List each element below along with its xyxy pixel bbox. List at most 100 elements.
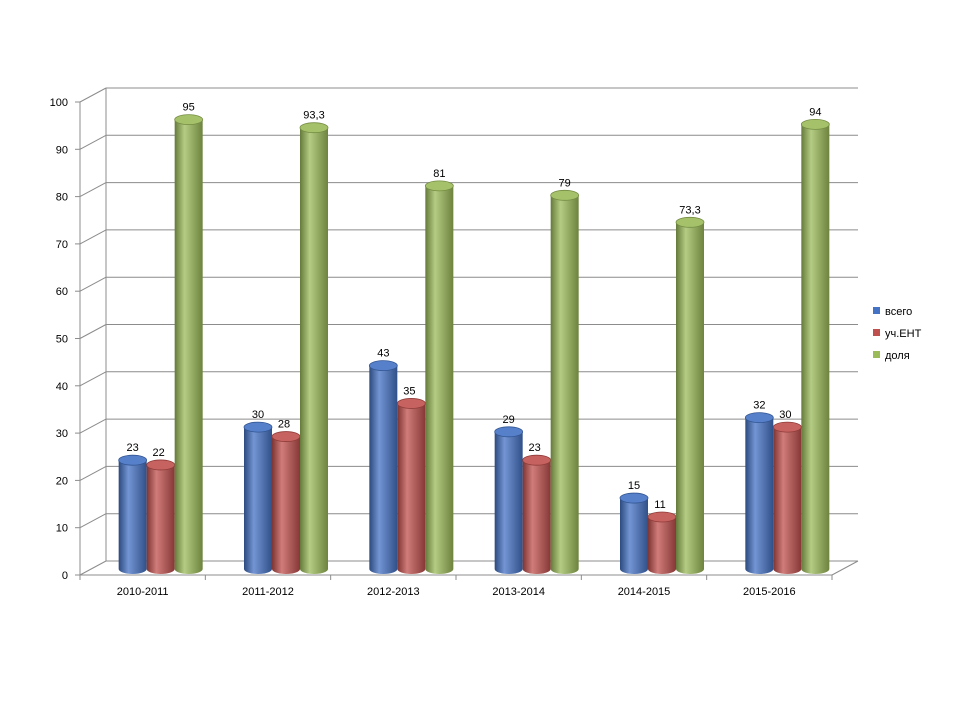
bar-1-1 xyxy=(271,431,301,574)
bar-top xyxy=(619,492,649,504)
y-tick-label: 40 xyxy=(56,381,68,393)
data-label: 30 xyxy=(779,409,791,421)
bar-1-5 xyxy=(772,421,802,574)
bar-body xyxy=(397,403,426,574)
gridline-side xyxy=(79,560,107,576)
bar-top xyxy=(146,459,176,471)
data-label: 35 xyxy=(403,385,415,397)
bar-top xyxy=(522,454,552,466)
gridline-side xyxy=(79,418,107,434)
bar-body xyxy=(244,427,272,574)
bar-body xyxy=(300,127,328,574)
axes xyxy=(75,88,859,580)
bar-top xyxy=(174,114,204,126)
bar-2-3 xyxy=(550,189,580,574)
bar-0-5 xyxy=(744,412,774,574)
x-category-label: 2014-2015 xyxy=(618,586,671,598)
data-labels: 23 22 95 30 28 93,3 43 35 81 29 23 79 15 11 73,3 32 30 94 xyxy=(127,102,822,511)
legend-swatch xyxy=(873,329,880,336)
gridline-side xyxy=(79,371,107,387)
bar-top xyxy=(243,421,273,433)
data-label: 32 xyxy=(753,400,765,412)
bar-top xyxy=(299,122,329,134)
data-label: 11 xyxy=(654,499,665,511)
bar-2-4 xyxy=(675,216,705,574)
bar-body xyxy=(174,119,203,575)
y-tick-label: 100 xyxy=(50,97,68,109)
data-label: 28 xyxy=(278,419,290,431)
bar-1-3 xyxy=(522,454,552,574)
data-label: 95 xyxy=(183,102,195,114)
y-axis-tick-labels: 0 10 20 30 40 50 60 70 80 90 100 xyxy=(50,97,68,582)
bar-body xyxy=(773,427,802,574)
data-label: 81 xyxy=(433,168,445,180)
bar-0-2 xyxy=(368,360,398,574)
bar-2-2 xyxy=(424,180,454,574)
x-category-label: 2010-2011 xyxy=(117,586,169,598)
gridline-side xyxy=(79,182,107,198)
bar-top xyxy=(271,431,301,442)
y-tick-label: 70 xyxy=(56,239,68,251)
x-category-label: 2011-2012 xyxy=(242,586,294,598)
bar-0-4 xyxy=(619,492,649,574)
gridline-side xyxy=(79,465,107,481)
data-label: 23 xyxy=(127,442,139,454)
gridline-side xyxy=(79,324,107,339)
bar-body xyxy=(494,431,523,574)
bar-top xyxy=(118,454,148,466)
bar-body xyxy=(648,516,676,574)
bar-0-0 xyxy=(118,454,148,574)
bar-top xyxy=(494,426,524,438)
bar-body xyxy=(801,124,830,574)
gridline-side xyxy=(79,134,107,150)
bar-1-4 xyxy=(647,511,677,574)
bar-2-0 xyxy=(174,114,204,575)
bar-body xyxy=(745,417,774,574)
bar-top xyxy=(647,511,677,523)
y-tick-label: 60 xyxy=(56,286,68,298)
bar-0-3 xyxy=(494,426,524,574)
y-tick-label: 50 xyxy=(56,334,68,346)
bar-2-5 xyxy=(800,118,830,574)
bar-top xyxy=(675,216,705,228)
data-label: 73,3 xyxy=(679,204,700,216)
bar-2-1 xyxy=(299,122,329,574)
bar-top xyxy=(424,180,454,192)
bar-top xyxy=(368,360,398,372)
legend-label: всего xyxy=(885,306,912,318)
bar-body xyxy=(118,460,147,574)
data-label: 15 xyxy=(628,480,640,492)
floor-right-edge xyxy=(831,560,859,576)
data-label: 30 xyxy=(252,409,264,421)
gridline-side xyxy=(79,276,107,292)
bar-top xyxy=(800,118,830,130)
gridline-side xyxy=(79,229,107,245)
x-category-label: 2012-2013 xyxy=(367,586,420,598)
bar-top xyxy=(772,421,802,433)
y-tick-label: 0 xyxy=(62,570,68,582)
bar-0-1 xyxy=(243,421,273,574)
bar-top xyxy=(744,412,774,424)
bar-body xyxy=(146,464,175,574)
bar-body xyxy=(620,498,648,574)
bars xyxy=(118,114,830,575)
bar-top xyxy=(396,398,426,409)
data-label: 22 xyxy=(153,447,165,459)
data-label: 79 xyxy=(559,177,571,189)
y-tick-label: 80 xyxy=(56,192,68,204)
legend: всего уч.ЕНТ доля xyxy=(873,306,922,362)
bar-body xyxy=(425,185,454,574)
data-label: 23 xyxy=(529,442,541,454)
bar-body xyxy=(550,195,579,574)
legend-label: уч.ЕНТ xyxy=(885,328,922,340)
data-label: 93,3 xyxy=(303,110,324,122)
bar-body xyxy=(676,222,704,574)
bar-top xyxy=(550,189,580,201)
bar-1-2 xyxy=(396,398,426,574)
bar-body xyxy=(369,365,398,574)
x-category-label: 2015-2016 xyxy=(743,586,796,598)
y-tick-label: 30 xyxy=(56,428,68,440)
legend-swatch xyxy=(873,351,880,358)
gridline-side xyxy=(79,87,107,103)
